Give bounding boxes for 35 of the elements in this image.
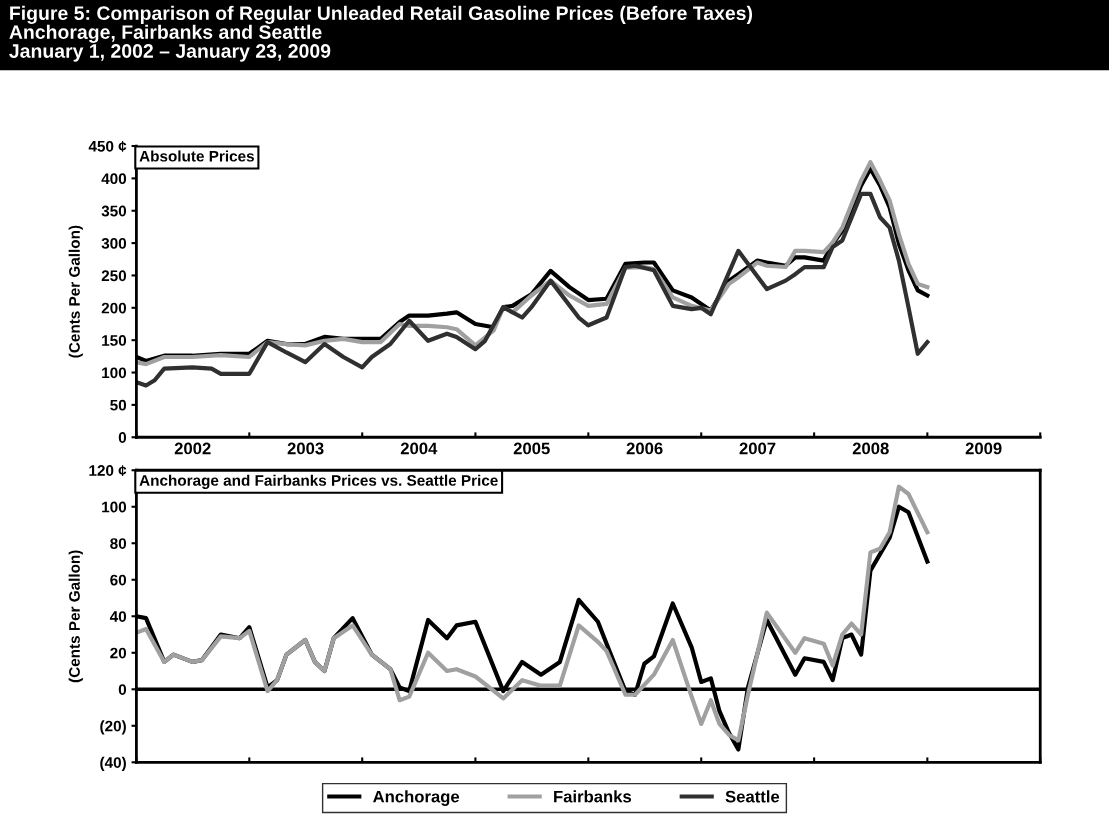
- y-tick-label: 0: [118, 684, 127, 695]
- x-tick-label: 2003: [287, 442, 324, 455]
- y-tick-label: 450 ¢: [88, 140, 127, 152]
- y-tick-label: 100: [102, 501, 127, 513]
- x-tick-label: 2008: [852, 442, 889, 455]
- x-tick-label: 2004: [400, 442, 438, 455]
- chart-title: Figure 5: Comparison of Regular Unleaded Retail Gasoline Prices (Before Taxes) Anchorage, Fairbanks and Seattle January 1, 2002 – January 23, 2009: [9, 5, 753, 62]
- x-tick-label: 2005: [513, 442, 550, 455]
- y-tick-label: 400: [101, 173, 127, 185]
- y-tick-label: 0: [118, 432, 127, 443]
- y-axis-title: (Cents Per Gallon): [68, 550, 83, 683]
- y-tick-label: 350: [101, 205, 127, 217]
- y-tick-label: 80: [110, 538, 127, 549]
- x-tick-label: 2006: [626, 442, 663, 455]
- y-tick-label: 20: [110, 647, 127, 659]
- chart-subtitle: Anchorage and Fairbanks Prices vs. Seattle Price: [139, 474, 498, 489]
- y-tick-label: 200: [101, 302, 127, 314]
- y-tick-label: 100: [102, 367, 127, 379]
- y-tick-label: 120 ¢: [89, 465, 127, 477]
- y-tick-label: 300: [101, 237, 127, 249]
- y-tick-label: 150: [102, 335, 127, 346]
- y-tick-label: 60: [110, 574, 127, 586]
- x-tick-label: 2009: [965, 442, 1002, 455]
- y-tick-label: 50: [110, 399, 127, 411]
- legend-label: Anchorage: [373, 790, 460, 806]
- y-tick-label: 40: [109, 611, 127, 622]
- legend-label: Fairbanks: [554, 790, 632, 803]
- x-tick-label: 2002: [174, 442, 211, 455]
- y-tick-label: (20): [100, 720, 126, 735]
- legend-label: Seattle: [725, 790, 780, 803]
- y-tick-label: 250: [101, 270, 127, 282]
- y-tick-label: (40): [100, 756, 126, 772]
- x-tick-label: 2007: [739, 442, 776, 455]
- y-axis-title: (Cents Per Gallon): [68, 225, 83, 358]
- chart-subtitle: Absolute Prices: [139, 150, 254, 162]
